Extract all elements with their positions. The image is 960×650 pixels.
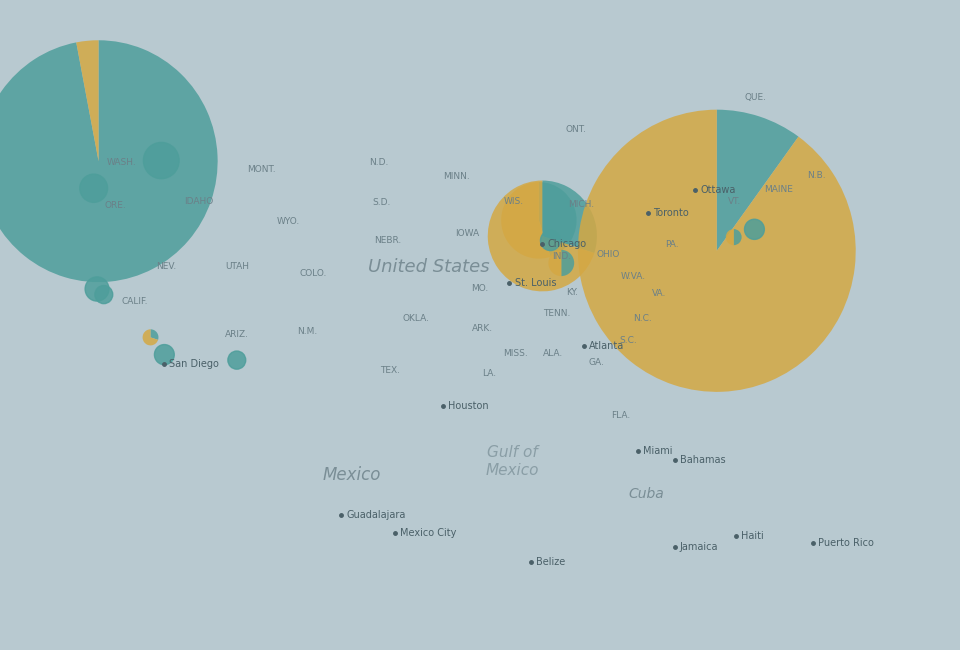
Text: GA.: GA.: [588, 358, 605, 367]
Text: Jamaica: Jamaica: [680, 541, 718, 552]
Wedge shape: [501, 182, 550, 259]
Text: Cuba: Cuba: [629, 487, 664, 501]
Text: Ottawa: Ottawa: [700, 185, 735, 194]
Text: MISS.: MISS.: [503, 349, 528, 358]
Text: United States: United States: [368, 257, 490, 276]
Text: Guadalajara: Guadalajara: [347, 510, 406, 520]
Text: N.D.: N.D.: [370, 158, 389, 167]
Text: COLO.: COLO.: [300, 268, 327, 278]
Text: St. Louis: St. Louis: [515, 278, 556, 289]
Wedge shape: [562, 250, 574, 276]
Wedge shape: [542, 181, 597, 253]
Wedge shape: [76, 40, 99, 161]
Text: S.D.: S.D.: [372, 198, 391, 207]
Wedge shape: [488, 181, 594, 291]
Text: CALIF.: CALIF.: [121, 297, 148, 306]
Circle shape: [95, 285, 112, 304]
Text: PA.: PA.: [665, 240, 679, 249]
Circle shape: [745, 219, 764, 239]
Text: Miami: Miami: [642, 446, 672, 456]
Text: ARIZ.: ARIZ.: [225, 330, 249, 339]
Text: OHIO: OHIO: [596, 250, 620, 259]
Text: N.C.: N.C.: [634, 314, 652, 323]
Text: VA.: VA.: [652, 289, 666, 298]
Wedge shape: [733, 229, 742, 245]
Text: WIS.: WIS.: [503, 197, 523, 206]
Text: IOWA: IOWA: [455, 229, 479, 239]
Text: Mexico City: Mexico City: [400, 528, 457, 538]
Text: MINN.: MINN.: [444, 172, 470, 181]
Text: Toronto: Toronto: [653, 207, 689, 218]
Circle shape: [155, 344, 175, 365]
Text: Mexico: Mexico: [323, 465, 381, 484]
Circle shape: [85, 277, 108, 301]
Wedge shape: [143, 330, 158, 345]
Text: MONT.: MONT.: [247, 164, 276, 174]
Wedge shape: [726, 229, 733, 245]
Text: S.C.: S.C.: [619, 336, 637, 345]
Wedge shape: [151, 330, 158, 340]
Wedge shape: [0, 40, 218, 282]
Text: ARK.: ARK.: [472, 324, 493, 333]
Text: Chicago: Chicago: [547, 239, 587, 250]
Text: OKLA.: OKLA.: [402, 314, 429, 323]
Text: Belize: Belize: [537, 556, 565, 567]
Text: WYO.: WYO.: [276, 216, 300, 226]
Wedge shape: [578, 110, 855, 392]
Text: NEBR.: NEBR.: [374, 236, 401, 245]
Text: LA.: LA.: [482, 369, 496, 378]
Text: ONT.: ONT.: [565, 125, 587, 135]
Circle shape: [228, 351, 246, 369]
Text: FLA.: FLA.: [612, 411, 631, 421]
Text: Haiti: Haiti: [741, 530, 764, 541]
Text: Houston: Houston: [448, 400, 489, 411]
Text: N.M.: N.M.: [297, 327, 318, 336]
Text: IDAHO: IDAHO: [183, 197, 213, 206]
Wedge shape: [539, 182, 577, 257]
Text: NEV.: NEV.: [156, 262, 177, 271]
Text: Gulf of
Mexico: Gulf of Mexico: [485, 445, 539, 478]
Text: San Diego: San Diego: [170, 359, 219, 369]
Text: MO.: MO.: [471, 284, 489, 293]
Text: WASH.: WASH.: [107, 158, 136, 167]
Text: ALA.: ALA.: [542, 349, 564, 358]
Text: TENN.: TENN.: [543, 309, 570, 318]
Text: N.B.: N.B.: [807, 171, 826, 180]
Text: Puerto Rico: Puerto Rico: [818, 538, 874, 549]
Text: Atlanta: Atlanta: [588, 341, 624, 352]
Text: VT.: VT.: [728, 197, 741, 206]
Circle shape: [540, 230, 561, 251]
Text: IND.: IND.: [552, 252, 571, 261]
Text: KY.: KY.: [566, 288, 578, 297]
Text: QUE.: QUE.: [744, 93, 766, 102]
Text: W.VA.: W.VA.: [621, 272, 646, 281]
Text: Bahamas: Bahamas: [680, 455, 726, 465]
Wedge shape: [717, 110, 799, 251]
Circle shape: [143, 142, 180, 179]
Circle shape: [80, 174, 108, 202]
Wedge shape: [548, 250, 562, 276]
Text: TEX.: TEX.: [380, 366, 400, 375]
Text: MICH.: MICH.: [568, 200, 594, 209]
Text: MAINE: MAINE: [764, 185, 793, 194]
Text: ORE.: ORE.: [105, 201, 126, 210]
Text: UTAH: UTAH: [225, 262, 249, 271]
